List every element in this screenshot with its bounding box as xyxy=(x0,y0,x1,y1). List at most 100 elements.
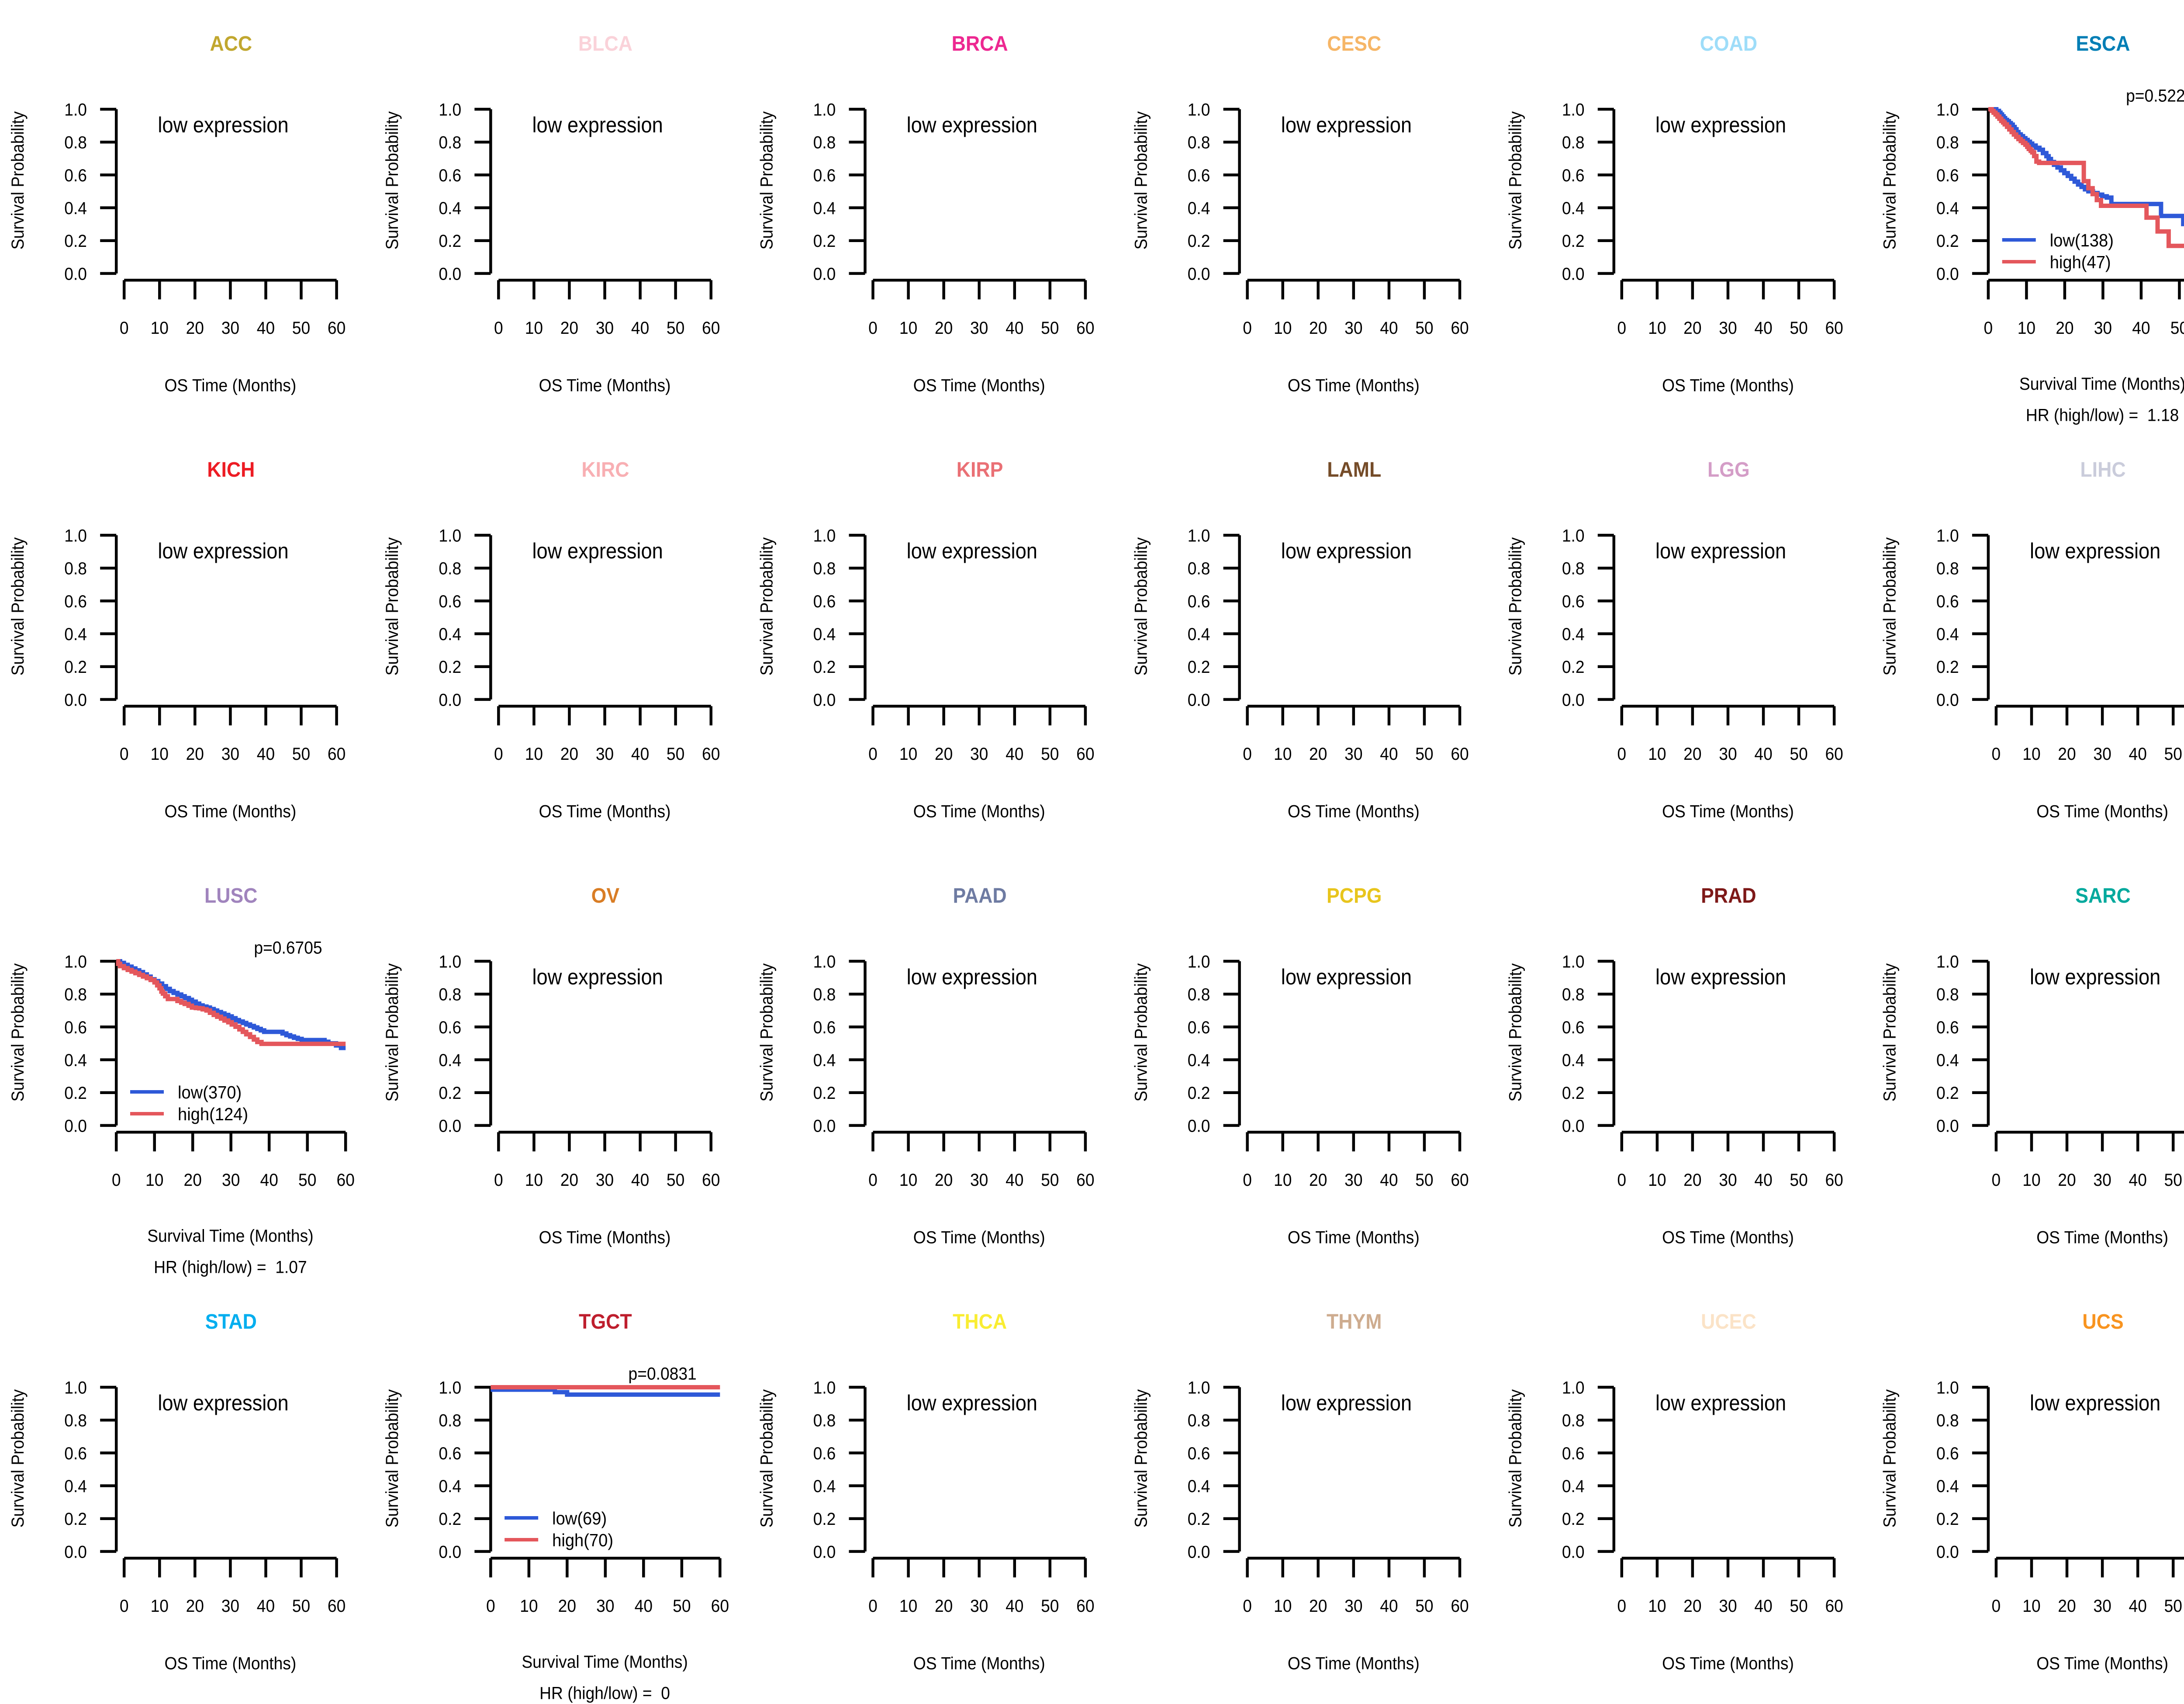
svg-text:low expression: low expression xyxy=(1281,1391,1412,1415)
svg-text:1.0: 1.0 xyxy=(1936,952,1959,972)
svg-text:0: 0 xyxy=(1617,319,1626,338)
svg-text:0.8: 0.8 xyxy=(813,1411,836,1430)
svg-text:30: 30 xyxy=(1344,1597,1362,1616)
svg-text:50: 50 xyxy=(1415,1597,1433,1616)
svg-text:40: 40 xyxy=(1380,1171,1398,1190)
svg-text:60: 60 xyxy=(711,1597,729,1616)
svg-text:60: 60 xyxy=(1825,1597,1843,1616)
svg-text:60: 60 xyxy=(702,1171,720,1190)
svg-text:0: 0 xyxy=(868,319,878,338)
svg-text:30: 30 xyxy=(1344,319,1362,338)
svg-text:1.0: 1.0 xyxy=(1188,1378,1210,1398)
svg-text:0.4: 0.4 xyxy=(1936,1051,1959,1070)
svg-text:10: 10 xyxy=(520,1597,538,1616)
svg-text:40: 40 xyxy=(1754,1597,1772,1616)
svg-text:OS Time (Months): OS Time (Months) xyxy=(1662,376,1794,395)
svg-text:0.6: 0.6 xyxy=(439,592,461,611)
svg-text:OS Time (Months): OS Time (Months) xyxy=(1288,376,1420,395)
svg-text:0.6: 0.6 xyxy=(1562,1018,1585,1037)
svg-text:0: 0 xyxy=(120,745,129,764)
svg-text:0.0: 0.0 xyxy=(1562,264,1585,284)
svg-text:0: 0 xyxy=(486,1597,495,1616)
svg-text:0.0: 0.0 xyxy=(439,1542,461,1562)
svg-text:low expression: low expression xyxy=(2030,1391,2160,1415)
svg-text:0.6: 0.6 xyxy=(64,592,87,611)
svg-text:0.8: 0.8 xyxy=(813,133,836,152)
svg-text:0: 0 xyxy=(112,1171,121,1190)
svg-text:Survival Probability: Survival Probability xyxy=(757,537,776,675)
svg-text:low expression: low expression xyxy=(907,113,1037,137)
svg-text:40: 40 xyxy=(1006,1171,1023,1190)
svg-text:OS Time (Months): OS Time (Months) xyxy=(1288,1228,1420,1247)
svg-text:low expression: low expression xyxy=(158,113,288,137)
svg-text:0.0: 0.0 xyxy=(1562,690,1585,710)
svg-text:10: 10 xyxy=(2022,1171,2040,1190)
svg-text:0.6: 0.6 xyxy=(1562,592,1585,611)
svg-text:0.0: 0.0 xyxy=(64,690,87,710)
svg-text:OS Time (Months): OS Time (Months) xyxy=(1288,1654,1420,1673)
svg-text:OV: OV xyxy=(591,884,620,907)
svg-text:0.0: 0.0 xyxy=(1936,1542,1959,1562)
svg-text:0.0: 0.0 xyxy=(813,1542,836,1562)
svg-text:30: 30 xyxy=(2093,1597,2111,1616)
svg-text:0.4: 0.4 xyxy=(1936,625,1959,644)
svg-text:0.8: 0.8 xyxy=(64,985,87,1004)
svg-text:0.2: 0.2 xyxy=(439,232,461,251)
svg-text:high(70): high(70) xyxy=(552,1530,613,1550)
svg-text:0: 0 xyxy=(1992,1597,2001,1616)
svg-text:40: 40 xyxy=(1380,745,1398,764)
svg-text:0: 0 xyxy=(868,1171,878,1190)
svg-text:0.2: 0.2 xyxy=(813,1084,836,1103)
svg-text:40: 40 xyxy=(2129,1171,2147,1190)
svg-text:10: 10 xyxy=(151,1597,169,1616)
svg-text:0.4: 0.4 xyxy=(1188,625,1210,644)
svg-text:0.2: 0.2 xyxy=(1936,232,1959,251)
svg-text:0.6: 0.6 xyxy=(813,1444,836,1463)
svg-text:10: 10 xyxy=(1274,1597,1292,1616)
svg-text:0.8: 0.8 xyxy=(1562,1411,1585,1430)
svg-text:10: 10 xyxy=(525,319,543,338)
svg-text:1.0: 1.0 xyxy=(1936,100,1959,120)
svg-text:0: 0 xyxy=(494,319,503,338)
svg-text:0.4: 0.4 xyxy=(64,1051,87,1070)
svg-text:low(69): low(69) xyxy=(552,1508,607,1528)
svg-text:60: 60 xyxy=(328,319,346,338)
svg-text:0.8: 0.8 xyxy=(1936,1411,1959,1430)
svg-text:0.6: 0.6 xyxy=(813,592,836,611)
svg-text:Survival Probability: Survival Probability xyxy=(8,111,28,249)
svg-text:0.2: 0.2 xyxy=(1188,232,1210,251)
svg-text:30: 30 xyxy=(221,319,239,338)
svg-text:BRCA: BRCA xyxy=(952,32,1008,55)
svg-text:0.4: 0.4 xyxy=(1936,199,1959,218)
svg-text:60: 60 xyxy=(328,1597,346,1616)
svg-text:0.2: 0.2 xyxy=(1188,1510,1210,1529)
svg-text:0.6: 0.6 xyxy=(1188,592,1210,611)
svg-text:40: 40 xyxy=(2129,745,2147,764)
svg-text:0.2: 0.2 xyxy=(439,1084,461,1103)
svg-text:0.4: 0.4 xyxy=(813,625,836,644)
svg-text:Survival Probability: Survival Probability xyxy=(1880,1389,1900,1527)
svg-text:30: 30 xyxy=(596,319,614,338)
svg-text:0: 0 xyxy=(120,1597,129,1616)
svg-text:40: 40 xyxy=(1006,319,1023,338)
svg-text:0: 0 xyxy=(1243,745,1252,764)
svg-text:0.4: 0.4 xyxy=(64,199,87,218)
svg-text:20: 20 xyxy=(186,319,204,338)
svg-text:0.4: 0.4 xyxy=(813,1477,836,1496)
svg-text:0.8: 0.8 xyxy=(1936,133,1959,152)
svg-text:0.8: 0.8 xyxy=(1936,559,1959,578)
svg-text:0.0: 0.0 xyxy=(1188,264,1210,284)
svg-text:1.0: 1.0 xyxy=(1562,526,1585,546)
svg-text:20: 20 xyxy=(184,1171,202,1190)
svg-text:50: 50 xyxy=(2164,1597,2182,1616)
svg-text:30: 30 xyxy=(1344,745,1362,764)
svg-text:0.8: 0.8 xyxy=(1188,133,1210,152)
svg-text:0: 0 xyxy=(1243,1597,1252,1616)
svg-text:OS Time (Months): OS Time (Months) xyxy=(1288,802,1420,821)
svg-text:0.4: 0.4 xyxy=(813,199,836,218)
svg-text:Survival Probability: Survival Probability xyxy=(8,963,28,1101)
svg-text:0: 0 xyxy=(1992,745,2001,764)
svg-text:30: 30 xyxy=(2093,1171,2111,1190)
svg-text:10: 10 xyxy=(899,1171,917,1190)
svg-text:Survival Probability: Survival Probability xyxy=(383,537,402,675)
